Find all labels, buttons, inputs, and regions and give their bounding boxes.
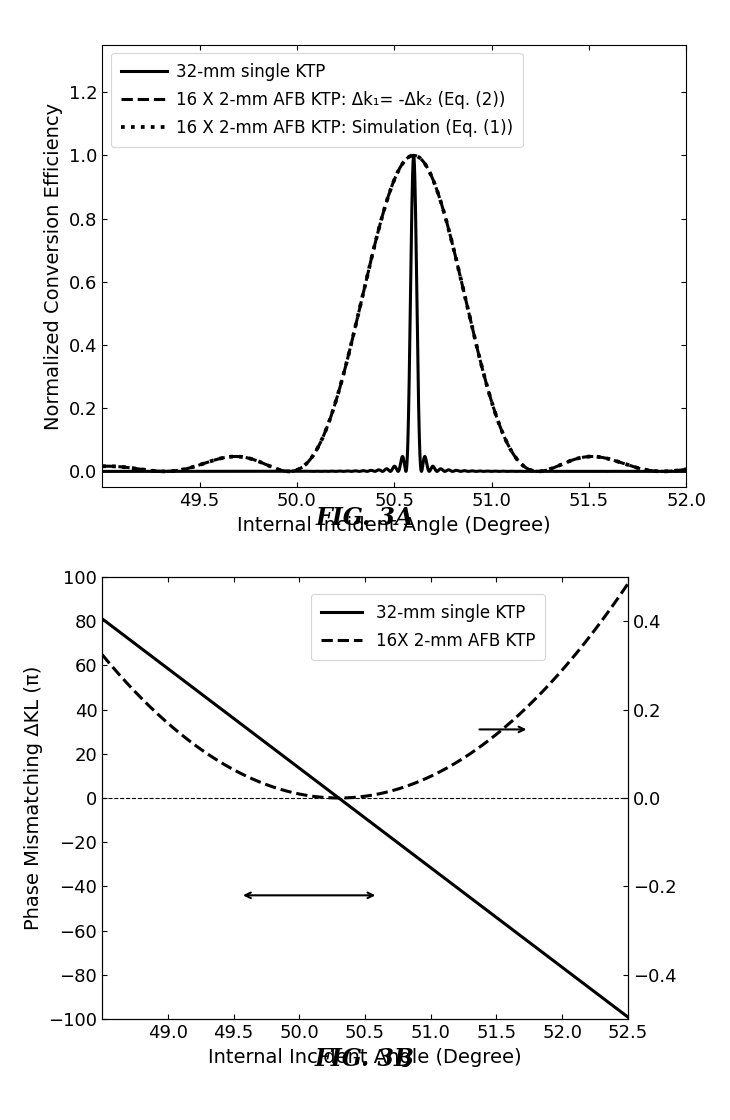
16X 2-mm AFB KTP <box>339 791 348 804</box>
32-mm single KTP <box>125 633 134 646</box>
Legend: 32-mm single KTP, 16 X 2-mm AFB KTP: Δk₁= -Δk₂ (Eq. (2)), 16 X 2-mm AFB KTP: Sim: 32-mm single KTP, 16 X 2-mm AFB KTP: Δk₁… <box>110 53 523 147</box>
16 X 2-mm AFB KTP: Simulation (Eq. (1)): (50.8, 0.776): Simulation (Eq. (1)): (50.8, 0.776) <box>443 220 452 233</box>
16 X 2-mm AFB KTP: Δk₁= -Δk₂ (Eq. (2)): (50.1, 0.0529): Δk₁= -Δk₂ (Eq. (2)): (50.1, 0.0529) <box>310 448 318 461</box>
32-mm single KTP <box>682 465 691 478</box>
X-axis label: Internal Incident Angle (Degree): Internal Incident Angle (Degree) <box>237 515 551 534</box>
Line: 16X 2-mm AFB KTP: 16X 2-mm AFB KTP <box>102 584 628 797</box>
16X 2-mm AFB KTP <box>98 648 107 662</box>
32-mm single KTP <box>310 465 318 478</box>
16 X 2-mm AFB KTP: Δk₁= -Δk₂ (Eq. (2)): (51.2, 0.000623): Δk₁= -Δk₂ (Eq. (2)): (51.2, 0.000623) <box>531 465 539 478</box>
32-mm single KTP <box>623 1010 632 1024</box>
16 X 2-mm AFB KTP: Simulation (Eq. (1)): (51.9, 1.37e-10): Simulation (Eq. (1)): (51.9, 1.37e-10) <box>658 465 667 478</box>
32-mm single KTP <box>608 999 617 1012</box>
16 X 2-mm AFB KTP: Simulation (Eq. (1)): (49, 0.0162): Simulation (Eq. (1)): (49, 0.0162) <box>98 459 107 473</box>
16X 2-mm AFB KTP <box>512 710 520 724</box>
Y-axis label: Phase Mismatching ΔKL (π): Phase Mismatching ΔKL (π) <box>24 665 43 931</box>
32-mm single KTP <box>531 465 539 478</box>
32-mm single KTP <box>469 465 477 478</box>
16 X 2-mm AFB KTP: Simulation (Eq. (1)): (49.2, 0.0108): Simulation (Eq. (1)): (49.2, 0.0108) <box>127 461 136 475</box>
16 X 2-mm AFB KTP: Δk₁= -Δk₂ (Eq. (2)): (50.8, 0.776): Δk₁= -Δk₂ (Eq. (2)): (50.8, 0.776) <box>443 220 452 233</box>
16 X 2-mm AFB KTP: Δk₁= -Δk₂ (Eq. (2)): (52, 0.00654): Δk₁= -Δk₂ (Eq. (2)): (52, 0.00654) <box>682 463 691 476</box>
32-mm single KTP <box>127 465 136 478</box>
16X 2-mm AFB KTP <box>334 791 343 804</box>
16X 2-mm AFB KTP <box>608 599 617 613</box>
16 X 2-mm AFB KTP: Δk₁= -Δk₂ (Eq. (2)): (49.2, 0.0108): Δk₁= -Δk₂ (Eq. (2)): (49.2, 0.0108) <box>127 461 136 475</box>
Text: FIG. 3B: FIG. 3B <box>315 1047 415 1071</box>
16 X 2-mm AFB KTP: Δk₁= -Δk₂ (Eq. (2)): (50.9, 0.44): Δk₁= -Δk₂ (Eq. (2)): (50.9, 0.44) <box>469 326 477 339</box>
32-mm single KTP <box>339 795 348 809</box>
32-mm single KTP <box>98 465 107 478</box>
16 X 2-mm AFB KTP: Δk₁= -Δk₂ (Eq. (2)): (51.4, 0.0286): Δk₁= -Δk₂ (Eq. (2)): (51.4, 0.0286) <box>562 456 571 469</box>
16X 2-mm AFB KTP <box>623 577 632 590</box>
16 X 2-mm AFB KTP: Δk₁= -Δk₂ (Eq. (2)): (51.9, 1.37e-10): Δk₁= -Δk₂ (Eq. (2)): (51.9, 1.37e-10) <box>658 465 667 478</box>
Y-axis label: Normalized Conversion Efficiency: Normalized Conversion Efficiency <box>44 102 64 430</box>
Line: 16 X 2-mm AFB KTP: Δk₁= -Δk₂ (Eq. (2)): 16 X 2-mm AFB KTP: Δk₁= -Δk₂ (Eq. (2)) <box>102 156 686 472</box>
32-mm single KTP <box>608 999 617 1012</box>
Line: 16 X 2-mm AFB KTP: Simulation (Eq. (1)): 16 X 2-mm AFB KTP: Simulation (Eq. (1)) <box>102 156 686 472</box>
16 X 2-mm AFB KTP: Simulation (Eq. (1)): (50.6, 1): Simulation (Eq. (1)): (50.6, 1) <box>410 149 418 162</box>
32-mm single KTP <box>353 805 362 819</box>
Line: 32-mm single KTP: 32-mm single KTP <box>102 619 628 1017</box>
16X 2-mm AFB KTP <box>125 679 134 692</box>
16 X 2-mm AFB KTP: Δk₁= -Δk₂ (Eq. (2)): (49, 0.0162): Δk₁= -Δk₂ (Eq. (2)): (49, 0.0162) <box>98 459 107 473</box>
16 X 2-mm AFB KTP: Simulation (Eq. (1)): (51.2, 0.000623): Simulation (Eq. (1)): (51.2, 0.000623) <box>531 465 539 478</box>
16 X 2-mm AFB KTP: Simulation (Eq. (1)): (50.9, 0.44): Simulation (Eq. (1)): (50.9, 0.44) <box>469 326 477 339</box>
16X 2-mm AFB KTP <box>608 599 617 613</box>
Legend: 32-mm single KTP, 16X 2-mm AFB KTP: 32-mm single KTP, 16X 2-mm AFB KTP <box>311 594 545 660</box>
Line: 32-mm single KTP: 32-mm single KTP <box>102 156 686 472</box>
32-mm single KTP <box>410 149 418 162</box>
32-mm single KTP <box>512 925 520 939</box>
16 X 2-mm AFB KTP: Simulation (Eq. (1)): (50.1, 0.0529): Simulation (Eq. (1)): (50.1, 0.0529) <box>310 448 318 461</box>
16 X 2-mm AFB KTP: Simulation (Eq. (1)): (51.4, 0.0286): Simulation (Eq. (1)): (51.4, 0.0286) <box>562 456 571 469</box>
32-mm single KTP <box>98 613 107 626</box>
Text: FIG. 3A: FIG. 3A <box>316 506 414 530</box>
X-axis label: Internal Incident Angle (Degree): Internal Incident Angle (Degree) <box>208 1047 522 1066</box>
16 X 2-mm AFB KTP: Simulation (Eq. (1)): (52, 0.00654): Simulation (Eq. (1)): (52, 0.00654) <box>682 463 691 476</box>
16X 2-mm AFB KTP <box>353 791 362 804</box>
32-mm single KTP <box>562 465 571 478</box>
32-mm single KTP <box>443 464 452 477</box>
16 X 2-mm AFB KTP: Δk₁= -Δk₂ (Eq. (2)): (50.6, 1): Δk₁= -Δk₂ (Eq. (2)): (50.6, 1) <box>410 149 418 162</box>
